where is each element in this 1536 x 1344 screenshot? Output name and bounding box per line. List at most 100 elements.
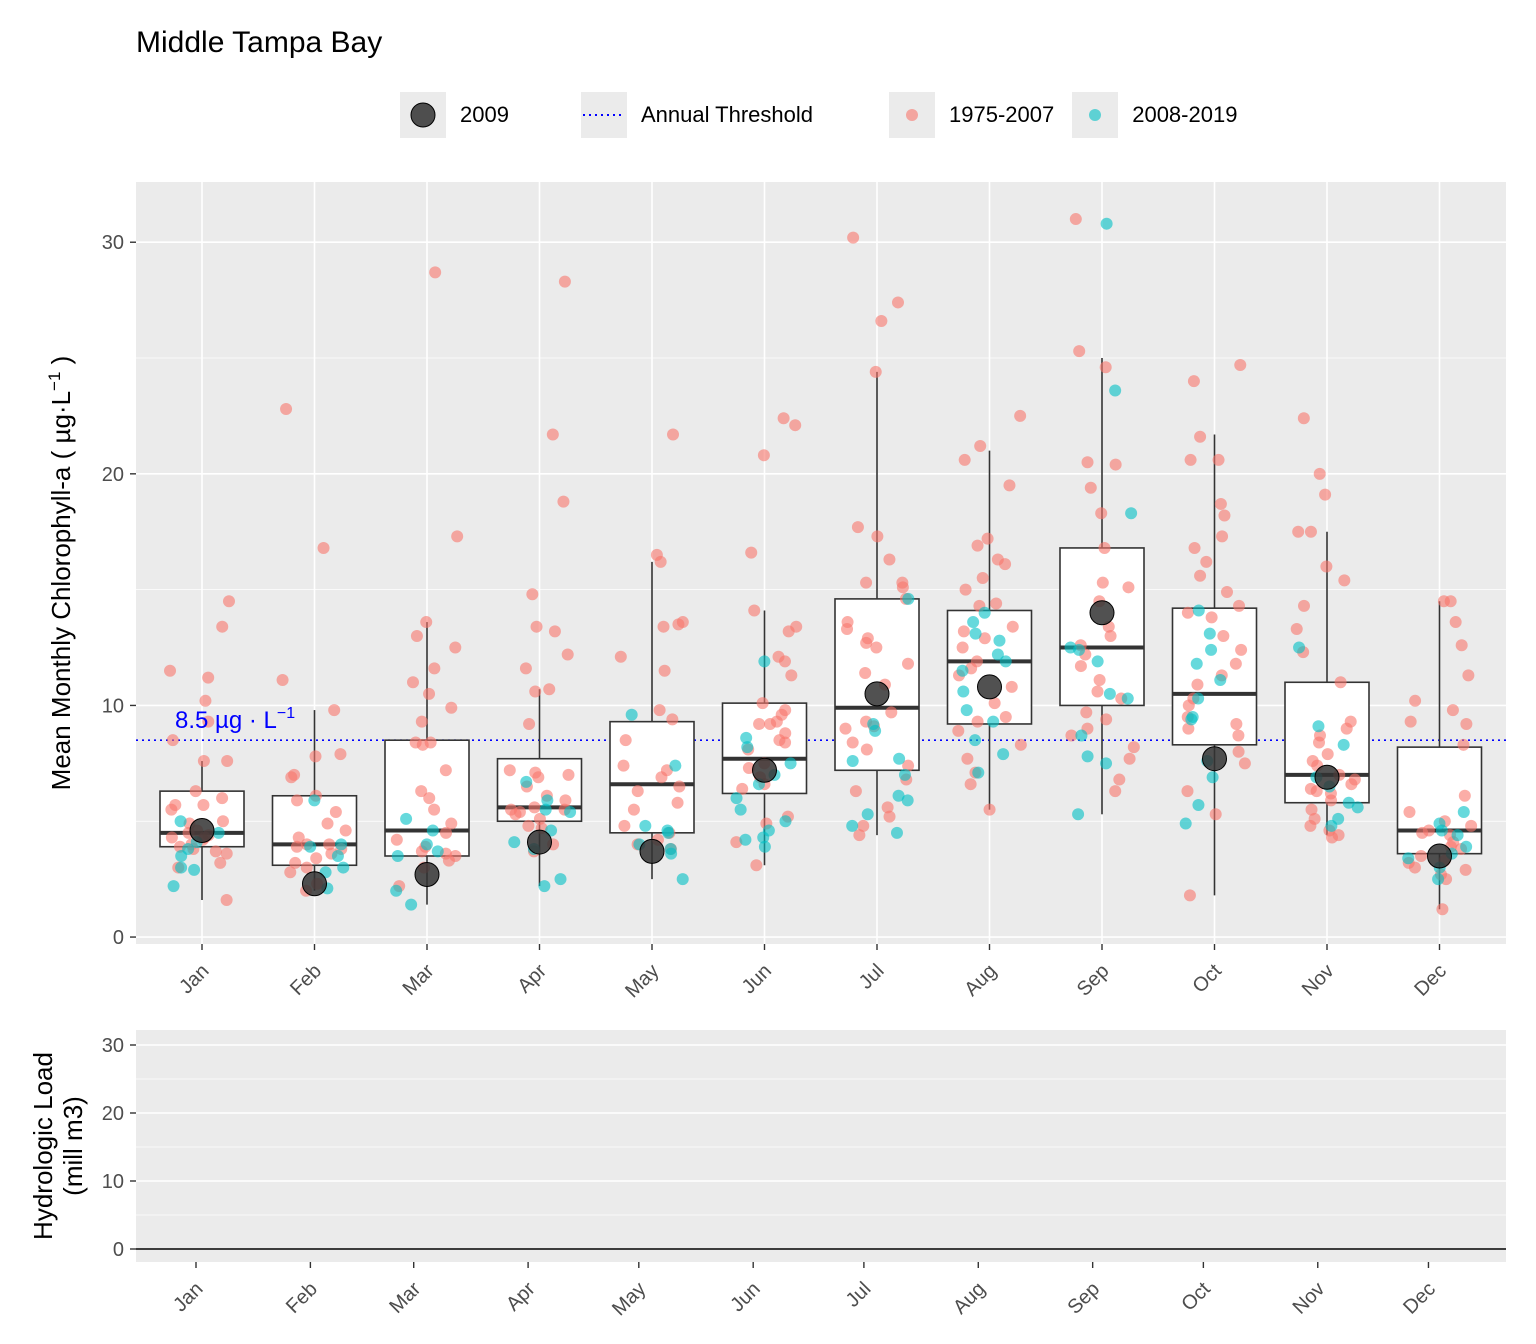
point-1975-2007 <box>618 819 631 832</box>
point-1975-2007 <box>548 625 561 638</box>
point-2008-2019 <box>564 805 577 818</box>
point-2008-2019 <box>1205 643 1218 656</box>
point-1975-2007 <box>1095 507 1108 520</box>
point-1975-2007 <box>782 625 795 638</box>
point-2009 <box>189 818 215 844</box>
point-1975-2007 <box>1338 574 1351 587</box>
point-1975-2007 <box>1084 481 1097 494</box>
hydrologic-load-panel: 0 10 20 30 Jan Feb Mar Apr May Jun Jul Aug Sep Oct Nov… <box>28 1030 1506 1320</box>
point-1975-2007 <box>1191 678 1204 691</box>
point-2008-2019 <box>1203 627 1216 640</box>
plot-panel-background <box>136 182 1506 944</box>
point-1975-2007 <box>1290 623 1303 636</box>
x-tick-label: Mar <box>399 960 439 1000</box>
point-1975-2007 <box>1416 826 1429 839</box>
x-tick-label: Dec <box>1399 1278 1440 1319</box>
point-1975-2007 <box>730 836 743 849</box>
point-1975-2007 <box>1340 722 1353 735</box>
point-1975-2007 <box>617 759 630 772</box>
point-2008-2019 <box>337 861 350 874</box>
point-1975-2007 <box>451 530 464 543</box>
point-2008-2019 <box>757 831 770 844</box>
point-2008-2019 <box>520 775 533 788</box>
point-2008-2019 <box>1100 757 1113 770</box>
point-1975-2007 <box>216 792 229 805</box>
point-2008-2019 <box>1103 687 1116 700</box>
y-axis-title-line1: Hydrologic Load <box>28 1052 58 1240</box>
point-1975-2007 <box>1220 585 1233 598</box>
y-tick-label: 0 <box>113 927 124 949</box>
point-1975-2007 <box>1321 748 1334 761</box>
point-1975-2007 <box>653 704 666 717</box>
point-1975-2007 <box>839 722 852 735</box>
point-2009 <box>414 862 440 888</box>
point-1975-2007 <box>526 588 539 601</box>
point-1975-2007 <box>1234 358 1247 371</box>
legend-label-2008-2019: 2008-2019 <box>1132 102 1238 127</box>
point-1975-2007 <box>523 717 536 730</box>
point-2008-2019 <box>662 826 675 839</box>
chart-title: Middle Tampa Bay <box>136 26 383 59</box>
point-2008-2019 <box>1072 808 1085 821</box>
point-1975-2007 <box>978 632 991 645</box>
point-1975-2007 <box>503 764 516 777</box>
point-1975-2007 <box>673 780 686 793</box>
point-1975-2007 <box>416 738 429 751</box>
point-1975-2007 <box>748 604 761 617</box>
point-2008-2019 <box>1457 805 1470 818</box>
point-1975-2007 <box>789 419 802 432</box>
point-1975-2007 <box>1310 785 1323 798</box>
x-tick-label: Feb <box>286 960 326 1000</box>
legend: 2009 Annual Threshold 1975-2007 2008-201… <box>400 92 1255 138</box>
point-1975-2007 <box>329 805 342 818</box>
point-2009 <box>864 681 890 707</box>
y-tick-label: 30 <box>102 232 124 254</box>
point-1975-2007 <box>1212 453 1225 466</box>
point-1975-2007 <box>276 673 289 686</box>
point-1975-2007 <box>1096 576 1109 589</box>
x-tick-label: Oct <box>1177 1278 1215 1316</box>
point-1975-2007 <box>964 778 977 791</box>
legend-label-1975-2007: 1975-2007 <box>949 102 1055 127</box>
point-1975-2007 <box>777 412 790 425</box>
point-1975-2007 <box>390 833 403 846</box>
point-1975-2007 <box>753 717 766 730</box>
point-1975-2007 <box>869 365 882 378</box>
point-2008-2019 <box>967 616 980 629</box>
point-1975-2007 <box>1188 541 1201 554</box>
point-1975-2007 <box>445 817 458 830</box>
point-2009 <box>1427 843 1452 869</box>
point-1975-2007 <box>1093 673 1106 686</box>
point-1975-2007 <box>519 662 532 675</box>
point-2008-2019 <box>665 847 678 860</box>
point-1975-2007 <box>442 854 455 867</box>
point-1975-2007 <box>1184 453 1197 466</box>
point-2008-2019 <box>1179 817 1192 830</box>
point-1975-2007 <box>983 803 996 816</box>
y-axis-title-sup: −1 <box>45 372 64 391</box>
point-1975-2007 <box>860 636 873 649</box>
point-2008-2019 <box>758 840 771 853</box>
point-2008-2019 <box>893 752 906 765</box>
point-2008-2019 <box>902 592 915 605</box>
point-1975-2007 <box>284 866 297 879</box>
point-1975-2007 <box>859 667 872 680</box>
point-2008-2019 <box>175 849 188 862</box>
y-tick-label: 10 <box>102 695 124 717</box>
legend-key-2008-2019 <box>1072 92 1119 138</box>
point-1975-2007 <box>1345 778 1358 791</box>
point-1975-2007 <box>509 808 522 821</box>
point-1975-2007 <box>841 623 854 636</box>
legend-item-2009: 2009 <box>400 92 509 138</box>
point-1975-2007 <box>216 815 229 828</box>
point-1975-2007 <box>1113 773 1126 786</box>
point-1975-2007 <box>532 771 545 784</box>
point-1975-2007 <box>1200 555 1213 568</box>
point-2009 <box>1089 600 1115 626</box>
point-2008-2019 <box>784 757 797 770</box>
x-tick-label: Sep <box>1063 1278 1104 1319</box>
point-1975-2007 <box>165 803 178 816</box>
point-1975-2007 <box>1446 704 1459 717</box>
point-1975-2007 <box>1074 660 1087 673</box>
point-1975-2007 <box>1181 785 1194 798</box>
